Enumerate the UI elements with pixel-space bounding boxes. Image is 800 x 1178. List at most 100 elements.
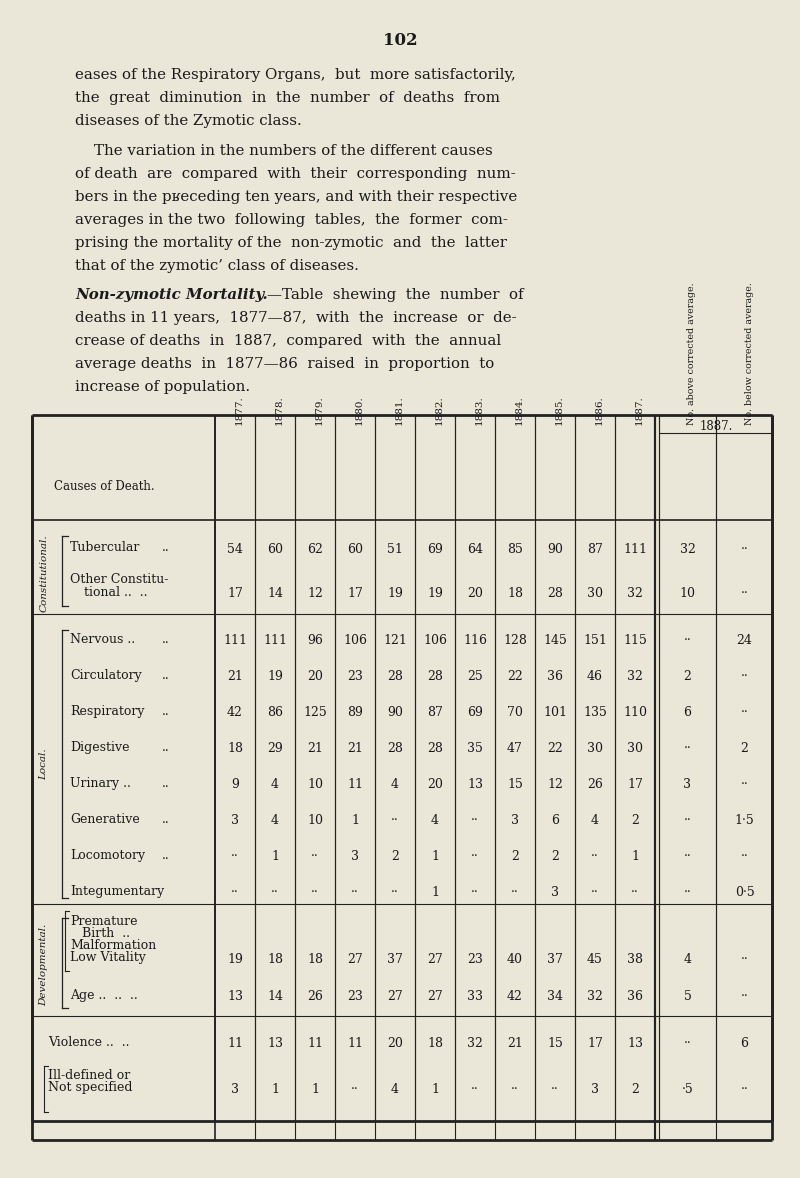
Text: increase of population.: increase of population. (75, 380, 250, 393)
Text: 23: 23 (347, 670, 363, 683)
Text: Tubercular: Tubercular (70, 541, 140, 554)
Text: 4: 4 (431, 814, 439, 827)
Text: —Table  shewing  the  number  of: —Table shewing the number of (267, 287, 524, 302)
Text: 18: 18 (427, 1037, 443, 1050)
Text: 1: 1 (431, 1083, 439, 1096)
Text: 10: 10 (679, 587, 695, 600)
Text: 121: 121 (383, 634, 407, 647)
Text: 62: 62 (307, 543, 323, 556)
Text: 60: 60 (347, 543, 363, 556)
Text: 135: 135 (583, 706, 607, 719)
Text: Causes of Death.: Causes of Death. (54, 479, 154, 494)
Text: 4: 4 (683, 953, 691, 966)
Text: ··: ·· (591, 886, 599, 899)
Text: Nervous ..: Nervous .. (70, 633, 135, 646)
Text: 21: 21 (307, 742, 323, 755)
Text: 10: 10 (307, 777, 323, 790)
Text: ..: .. (162, 633, 170, 646)
Text: ··: ·· (351, 886, 359, 899)
Text: ··: ·· (471, 1083, 479, 1096)
Text: 36: 36 (627, 990, 643, 1002)
Text: 12: 12 (547, 777, 563, 790)
Text: ··: ·· (231, 886, 239, 899)
Text: ..: .. (162, 777, 170, 790)
Text: 27: 27 (387, 990, 403, 1002)
Text: 64: 64 (467, 543, 483, 556)
Text: ··: ·· (511, 886, 519, 899)
Text: 51: 51 (387, 543, 403, 556)
Text: ··: ·· (231, 851, 239, 863)
Text: bers in the pʁeceding ten years, and with their respective: bers in the pʁeceding ten years, and wit… (75, 190, 518, 204)
Text: 3: 3 (231, 1083, 239, 1096)
Text: Malformation: Malformation (70, 939, 156, 952)
Text: 6: 6 (551, 814, 559, 827)
Text: average deaths  in  1877—86  raised  in  proportion  to: average deaths in 1877—86 raised in prop… (75, 357, 494, 371)
Text: Not specified: Not specified (48, 1081, 133, 1094)
Text: 101: 101 (543, 706, 567, 719)
Text: 102: 102 (382, 32, 418, 49)
Text: 28: 28 (427, 670, 443, 683)
Text: 4: 4 (271, 777, 279, 790)
Text: 90: 90 (387, 706, 403, 719)
Text: ··: ·· (684, 886, 691, 899)
Text: 151: 151 (583, 634, 607, 647)
Text: Developmental.: Developmental. (39, 924, 49, 1006)
Text: 1884.: 1884. (515, 396, 524, 425)
Text: ··: ·· (741, 1083, 748, 1096)
Text: crease of deaths  in  1887,  compared  with  the  annual: crease of deaths in 1887, compared with … (75, 335, 502, 348)
Text: prising the mortality of the  non-zymotic  and  the  latter: prising the mortality of the non-zymotic… (75, 236, 507, 250)
Text: that of the zymotic’ class of diseases.: that of the zymotic’ class of diseases. (75, 259, 359, 273)
Text: 4: 4 (391, 777, 399, 790)
Text: 2: 2 (551, 851, 559, 863)
Text: Ill-defined or: Ill-defined or (48, 1068, 130, 1083)
Text: 37: 37 (547, 953, 563, 966)
Text: ··: ·· (741, 777, 748, 790)
Text: 87: 87 (587, 543, 603, 556)
Text: Birth  ..: Birth .. (82, 927, 130, 940)
Text: 17: 17 (627, 777, 643, 790)
Text: 17: 17 (347, 587, 363, 600)
Text: 3: 3 (351, 851, 359, 863)
Text: 20: 20 (467, 587, 483, 600)
Text: 2: 2 (683, 670, 691, 683)
Text: ··: ·· (391, 886, 399, 899)
Text: 69: 69 (427, 543, 443, 556)
Text: 28: 28 (427, 742, 443, 755)
Text: Age ..  ..  ..: Age .. .. .. (70, 990, 138, 1002)
Text: No. below corrected average.: No. below corrected average. (745, 282, 754, 425)
Text: 18: 18 (267, 953, 283, 966)
Text: 28: 28 (387, 742, 403, 755)
Text: 110: 110 (623, 706, 647, 719)
Text: 1: 1 (271, 851, 279, 863)
Text: 1883.: 1883. (475, 396, 484, 425)
Text: Local.: Local. (39, 748, 49, 780)
Text: 32: 32 (627, 670, 643, 683)
Text: ..: .. (162, 813, 170, 826)
Text: ··: ·· (311, 851, 319, 863)
Text: 21: 21 (347, 742, 363, 755)
Text: 1877.: 1877. (235, 396, 244, 425)
Text: 1: 1 (431, 886, 439, 899)
Text: 27: 27 (347, 953, 363, 966)
Text: 47: 47 (507, 742, 523, 755)
Text: 18: 18 (507, 587, 523, 600)
Text: Locomotory: Locomotory (70, 849, 145, 862)
Text: 33: 33 (467, 990, 483, 1002)
Text: 30: 30 (627, 742, 643, 755)
Text: 86: 86 (267, 706, 283, 719)
Text: 32: 32 (627, 587, 643, 600)
Text: ..: .. (162, 669, 170, 682)
Text: 19: 19 (387, 587, 403, 600)
Text: Circulatory: Circulatory (70, 669, 142, 682)
Text: 11: 11 (227, 1037, 243, 1050)
Text: 5: 5 (683, 990, 691, 1002)
Text: 32: 32 (679, 543, 695, 556)
Text: 115: 115 (623, 634, 647, 647)
Text: 1887.: 1887. (699, 421, 733, 434)
Text: eases of the Respiratory Organs,  but  more satisfactorily,: eases of the Respiratory Organs, but mor… (75, 68, 516, 82)
Text: 32: 32 (587, 990, 603, 1002)
Text: tional ..  ..: tional .. .. (84, 585, 147, 598)
Text: diseases of the Zymotic class.: diseases of the Zymotic class. (75, 114, 302, 128)
Text: 1: 1 (631, 851, 639, 863)
Text: 18: 18 (227, 742, 243, 755)
